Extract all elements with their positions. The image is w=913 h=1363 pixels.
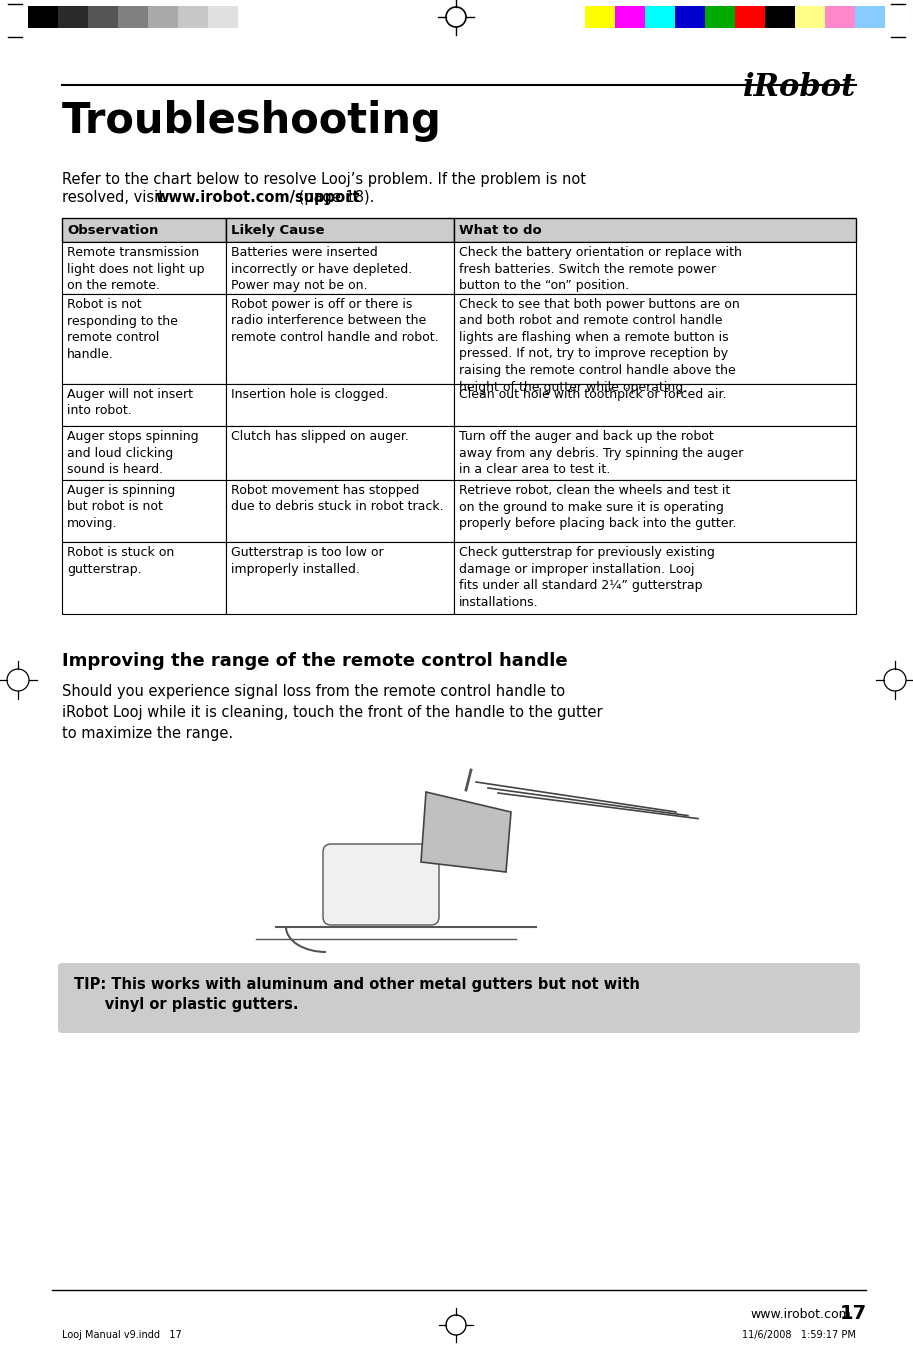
Bar [615, 5, 645, 29]
Bar [585, 5, 615, 29]
Text: iRobot: iRobot [743, 72, 856, 104]
Bar [58, 5, 88, 29]
Bar [88, 5, 118, 29]
Text: www.irobot.com/support: www.irobot.com/support [155, 189, 360, 204]
Bar [705, 5, 735, 29]
Bar [62, 218, 226, 243]
Text: Robot power is off or there is
radio interference between the
remote control han: Robot power is off or there is radio int… [231, 298, 438, 343]
Bar [454, 427, 856, 480]
Bar [454, 218, 856, 243]
Bar [62, 542, 226, 613]
Text: 11/6/2008   1:59:17 PM: 11/6/2008 1:59:17 PM [742, 1330, 856, 1340]
Bar [226, 384, 454, 427]
Text: vinyl or plastic gutters.: vinyl or plastic gutters. [74, 996, 299, 1011]
Bar [226, 218, 454, 243]
Ellipse shape [345, 872, 367, 901]
Text: Auger will not insert
into robot.: Auger will not insert into robot. [67, 388, 193, 417]
FancyBboxPatch shape [58, 964, 860, 1033]
Bar [454, 480, 856, 542]
Bar [62, 427, 226, 480]
Bar [62, 243, 226, 294]
Text: Refer to the chart below to resolve Looj’s problem. If the problem is not: Refer to the chart below to resolve Looj… [62, 172, 586, 187]
Text: 17: 17 [840, 1304, 867, 1323]
Text: Looj Manual v9.indd   17: Looj Manual v9.indd 17 [62, 1330, 182, 1340]
Bar [238, 5, 268, 29]
Text: Auger is spinning
but robot is not
moving.: Auger is spinning but robot is not movin… [67, 484, 175, 530]
Text: Robot is stuck on
gutterstrap.: Robot is stuck on gutterstrap. [67, 547, 174, 575]
Text: Insertion hole is clogged.: Insertion hole is clogged. [231, 388, 388, 401]
Ellipse shape [370, 872, 392, 901]
Bar [62, 480, 226, 542]
Bar [454, 542, 856, 613]
Bar [148, 5, 178, 29]
Bar [226, 542, 454, 613]
Bar [454, 243, 856, 294]
Text: Likely Cause: Likely Cause [231, 224, 324, 237]
Ellipse shape [395, 872, 417, 901]
Text: Check the battery orientation or replace with
fresh batteries. Switch the remote: Check the battery orientation or replace… [459, 245, 742, 292]
Text: Turn off the auger and back up the robot
away from any debris. Try spinning the : Turn off the auger and back up the robot… [459, 429, 743, 476]
FancyBboxPatch shape [323, 844, 439, 925]
Bar [226, 427, 454, 480]
Text: Should you experience signal loss from the remote control handle to
iRobot Looj : Should you experience signal loss from t… [62, 684, 603, 741]
Bar [226, 294, 454, 384]
Text: Retrieve robot, clean the wheels and test it
on the ground to make sure it is op: Retrieve robot, clean the wheels and tes… [459, 484, 737, 530]
Bar [454, 384, 856, 427]
Text: Troubleshooting: Troubleshooting [62, 99, 442, 142]
Text: resolved, visit: resolved, visit [62, 189, 169, 204]
Bar [226, 480, 454, 542]
Bar [765, 5, 795, 29]
Bar [62, 384, 226, 427]
Text: Batteries were inserted
incorrectly or have depleted.
Power may not be on.: Batteries were inserted incorrectly or h… [231, 245, 413, 292]
Bar [855, 5, 885, 29]
Bar [62, 294, 226, 384]
Bar [675, 5, 705, 29]
Text: What to do: What to do [459, 224, 541, 237]
Bar [454, 294, 856, 384]
Text: Remote transmission
light does not light up
on the remote.: Remote transmission light does not light… [67, 245, 205, 292]
Text: Observation: Observation [67, 224, 158, 237]
Text: Clutch has slipped on auger.: Clutch has slipped on auger. [231, 429, 409, 443]
Bar [795, 5, 825, 29]
Text: www.irobot.com: www.irobot.com [750, 1308, 851, 1321]
Bar [825, 5, 855, 29]
Text: TIP: This works with aluminum and other metal gutters but not with: TIP: This works with aluminum and other … [74, 977, 640, 992]
Bar [735, 5, 765, 29]
Bar [208, 5, 238, 29]
Text: (page 18).: (page 18). [294, 189, 374, 204]
Text: Check to see that both power buttons are on
and both robot and remote control ha: Check to see that both power buttons are… [459, 298, 740, 394]
Text: Check gutterstrap for previously existing
damage or improper installation. Looj
: Check gutterstrap for previously existin… [459, 547, 715, 608]
Bar [28, 5, 58, 29]
Bar [178, 5, 208, 29]
Text: Gutterstrap is too low or
improperly installed.: Gutterstrap is too low or improperly ins… [231, 547, 383, 575]
Bar [118, 5, 148, 29]
Text: Improving the range of the remote control handle: Improving the range of the remote contro… [62, 652, 568, 671]
Text: Auger stops spinning
and loud clicking
sound is heard.: Auger stops spinning and loud clicking s… [67, 429, 199, 476]
Text: Clean out hole with toothpick or forced air.: Clean out hole with toothpick or forced … [459, 388, 727, 401]
Polygon shape [421, 792, 511, 872]
Bar [226, 243, 454, 294]
Text: Robot movement has stopped
due to debris stuck in robot track.: Robot movement has stopped due to debris… [231, 484, 444, 514]
Text: Robot is not
responding to the
remote control
handle.: Robot is not responding to the remote co… [67, 298, 178, 360]
Bar [645, 5, 675, 29]
